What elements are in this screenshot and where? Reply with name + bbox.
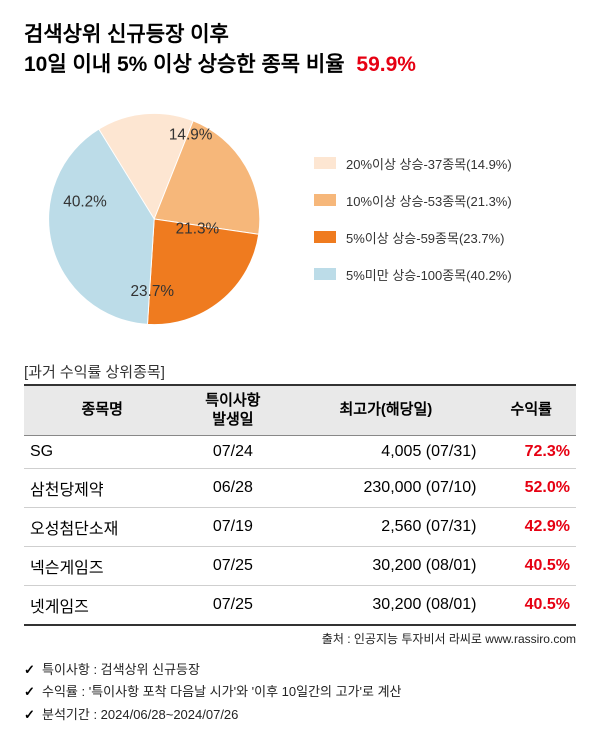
- legend-swatch-3: [314, 268, 336, 280]
- table-row: 오성첨단소재07/192,560 (07/31)42.9%: [24, 508, 576, 547]
- table-cell: 230,000 (07/10): [285, 469, 486, 508]
- table-cell: 52.0%: [486, 469, 576, 508]
- legend-label-3: 5%미만 상승-100종목(40.2%): [346, 265, 512, 284]
- table-row: 삼천당제약06/28230,000 (07/10)52.0%: [24, 469, 576, 508]
- footnote-1: 수익률 : '특이사항 포착 다음날 시가'와 '이후 10일간의 고가'로 계…: [24, 681, 576, 703]
- legend-item-1: 10%이상 상승-53종목(21.3%): [314, 191, 512, 210]
- table-cell: 삼천당제약: [24, 469, 180, 508]
- table-cell: 오성첨단소재: [24, 508, 180, 547]
- table-row: 넷게임즈07/2530,200 (08/01)40.5%: [24, 586, 576, 626]
- legend-label-2: 5%이상 상승-59종목(23.7%): [346, 228, 504, 247]
- footnote-0: 특이사항 : 검색상위 신규등장: [24, 659, 576, 681]
- legend-swatch-2: [314, 231, 336, 243]
- table-header-row: 종목명특이사항발생일최고가(해당일)수익률: [24, 385, 576, 436]
- pie-legend: 20%이상 상승-37종목(14.9%) 10%이상 상승-53종목(21.3%)…: [314, 154, 512, 284]
- legend-swatch-1: [314, 194, 336, 206]
- table-cell: 06/28: [180, 469, 285, 508]
- table-cell: 07/24: [180, 436, 285, 469]
- table-body: SG07/244,005 (07/31)72.3%삼천당제약06/28230,0…: [24, 436, 576, 626]
- chart-row: 14.9% 21.3% 23.7% 40.2% 20%이상 상승-37종목(14.9%…: [24, 99, 576, 339]
- footnotes: 특이사항 : 검색상위 신규등장수익률 : '특이사항 포착 다음날 시가'와 …: [24, 659, 576, 725]
- title-line1: 검색상위 신규등장 이후: [24, 20, 576, 50]
- legend-item-2: 5%이상 상승-59종목(23.7%): [314, 228, 512, 247]
- legend-label-1: 10%이상 상승-53종목(21.3%): [346, 191, 512, 210]
- table-cell: 07/19: [180, 508, 285, 547]
- table-col-1: 특이사항발생일: [180, 385, 285, 436]
- table-cell: 30,200 (08/01): [285, 547, 486, 586]
- footnote-2: 분석기간 : 2024/06/28~2024/07/26: [24, 704, 576, 726]
- table-cell: 07/25: [180, 586, 285, 626]
- pie-svg: 14.9% 21.3% 23.7% 40.2%: [24, 99, 294, 339]
- table-cell: 2,560 (07/31): [285, 508, 486, 547]
- table-cell: 40.5%: [486, 547, 576, 586]
- table-cell: 72.3%: [486, 436, 576, 469]
- table-cell: 넥슨게임즈: [24, 547, 180, 586]
- legend-label-0: 20%이상 상승-37종목(14.9%): [346, 154, 512, 173]
- table-title: [과거 수익률 상위종목]: [24, 361, 576, 382]
- title-line2-text: 10일 이내 5% 이상 상승한 종목 비율: [24, 53, 345, 76]
- table-row: 넥슨게임즈07/2530,200 (08/01)40.5%: [24, 547, 576, 586]
- table-cell: SG: [24, 436, 180, 469]
- pie-slice-label-3: 40.2%: [63, 193, 107, 210]
- table-cell: 넷게임즈: [24, 586, 180, 626]
- source-text: 출처 : 인공지능 투자비서 라씨로 www.rassiro.com: [24, 630, 576, 647]
- legend-item-3: 5%미만 상승-100종목(40.2%): [314, 265, 512, 284]
- title-line2: 10일 이내 5% 이상 상승한 종목 비율 59.9%: [24, 50, 576, 80]
- table-cell: 4,005 (07/31): [285, 436, 486, 469]
- table-col-3: 수익률: [486, 385, 576, 436]
- returns-table: 종목명특이사항발생일최고가(해당일)수익률 SG07/244,005 (07/3…: [24, 384, 576, 627]
- pie-slice-label-0: 14.9%: [169, 126, 213, 143]
- legend-swatch-0: [314, 157, 336, 169]
- legend-item-0: 20%이상 상승-37종목(14.9%): [314, 154, 512, 173]
- table-cell: 07/25: [180, 547, 285, 586]
- title-highlight-pct: 59.9%: [356, 53, 416, 76]
- table-cell: 40.5%: [486, 586, 576, 626]
- pie-slice-label-1: 21.3%: [176, 220, 220, 237]
- table-col-2: 최고가(해당일): [285, 385, 486, 436]
- table-row: SG07/244,005 (07/31)72.3%: [24, 436, 576, 469]
- pie-slice-label-2: 23.7%: [130, 283, 174, 300]
- title-block: 검색상위 신규등장 이후 10일 이내 5% 이상 상승한 종목 비율 59.9…: [24, 20, 576, 81]
- pie-chart: 14.9% 21.3% 23.7% 40.2%: [24, 99, 294, 339]
- table-col-0: 종목명: [24, 385, 180, 436]
- table-cell: 42.9%: [486, 508, 576, 547]
- table-cell: 30,200 (08/01): [285, 586, 486, 626]
